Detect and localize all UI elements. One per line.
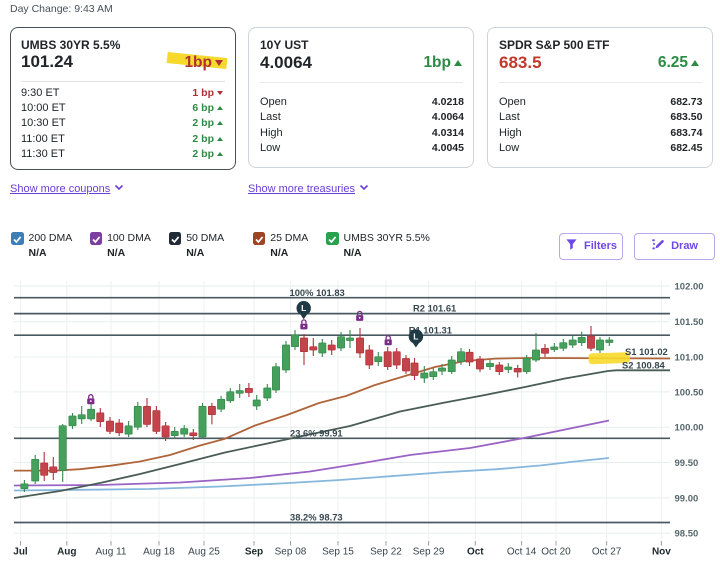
svg-text:Nov: Nov: [652, 547, 671, 558]
svg-text:99.00: 99.00: [675, 493, 699, 504]
svg-text:Oct 14: Oct 14: [507, 547, 537, 558]
svg-text:100.00: 100.00: [675, 423, 704, 434]
svg-text:38.2% 98.73: 38.2% 98.73: [290, 512, 343, 523]
svg-text:101.00: 101.00: [675, 352, 704, 363]
svg-text:L: L: [413, 332, 418, 342]
svg-text:Oct 20: Oct 20: [541, 547, 571, 558]
svg-text:23.6% 99.91: 23.6% 99.91: [290, 427, 343, 438]
svg-text:Oct 27: Oct 27: [592, 547, 622, 558]
svg-text:Sep: Sep: [245, 547, 263, 558]
svg-text:Aug: Aug: [57, 547, 76, 558]
svg-text:102.00: 102.00: [675, 282, 704, 293]
svg-text:98.50: 98.50: [675, 529, 699, 540]
svg-text:S1 101.02: S1 101.02: [625, 346, 668, 357]
svg-text:Sep 29: Sep 29: [413, 547, 445, 558]
svg-text:Aug 18: Aug 18: [143, 547, 175, 558]
svg-text:R1 101.31: R1 101.31: [409, 324, 452, 335]
svg-text:L: L: [301, 303, 306, 313]
svg-text:Jul: Jul: [13, 547, 28, 558]
svg-text:R2 101.61: R2 101.61: [413, 303, 456, 314]
svg-text:Sep 15: Sep 15: [322, 547, 354, 558]
svg-text:100% 101.83: 100% 101.83: [290, 287, 345, 298]
svg-text:Oct: Oct: [467, 547, 484, 558]
svg-text:Sep 22: Sep 22: [370, 547, 402, 558]
svg-text:Sep 08: Sep 08: [275, 547, 307, 558]
svg-text:S2 100.84: S2 100.84: [622, 359, 666, 370]
svg-text:Aug 11: Aug 11: [96, 547, 127, 558]
svg-text:99.50: 99.50: [675, 458, 699, 469]
svg-text:100.50: 100.50: [675, 387, 704, 398]
svg-text:101.50: 101.50: [675, 317, 704, 328]
svg-text:Aug 25: Aug 25: [188, 547, 220, 558]
